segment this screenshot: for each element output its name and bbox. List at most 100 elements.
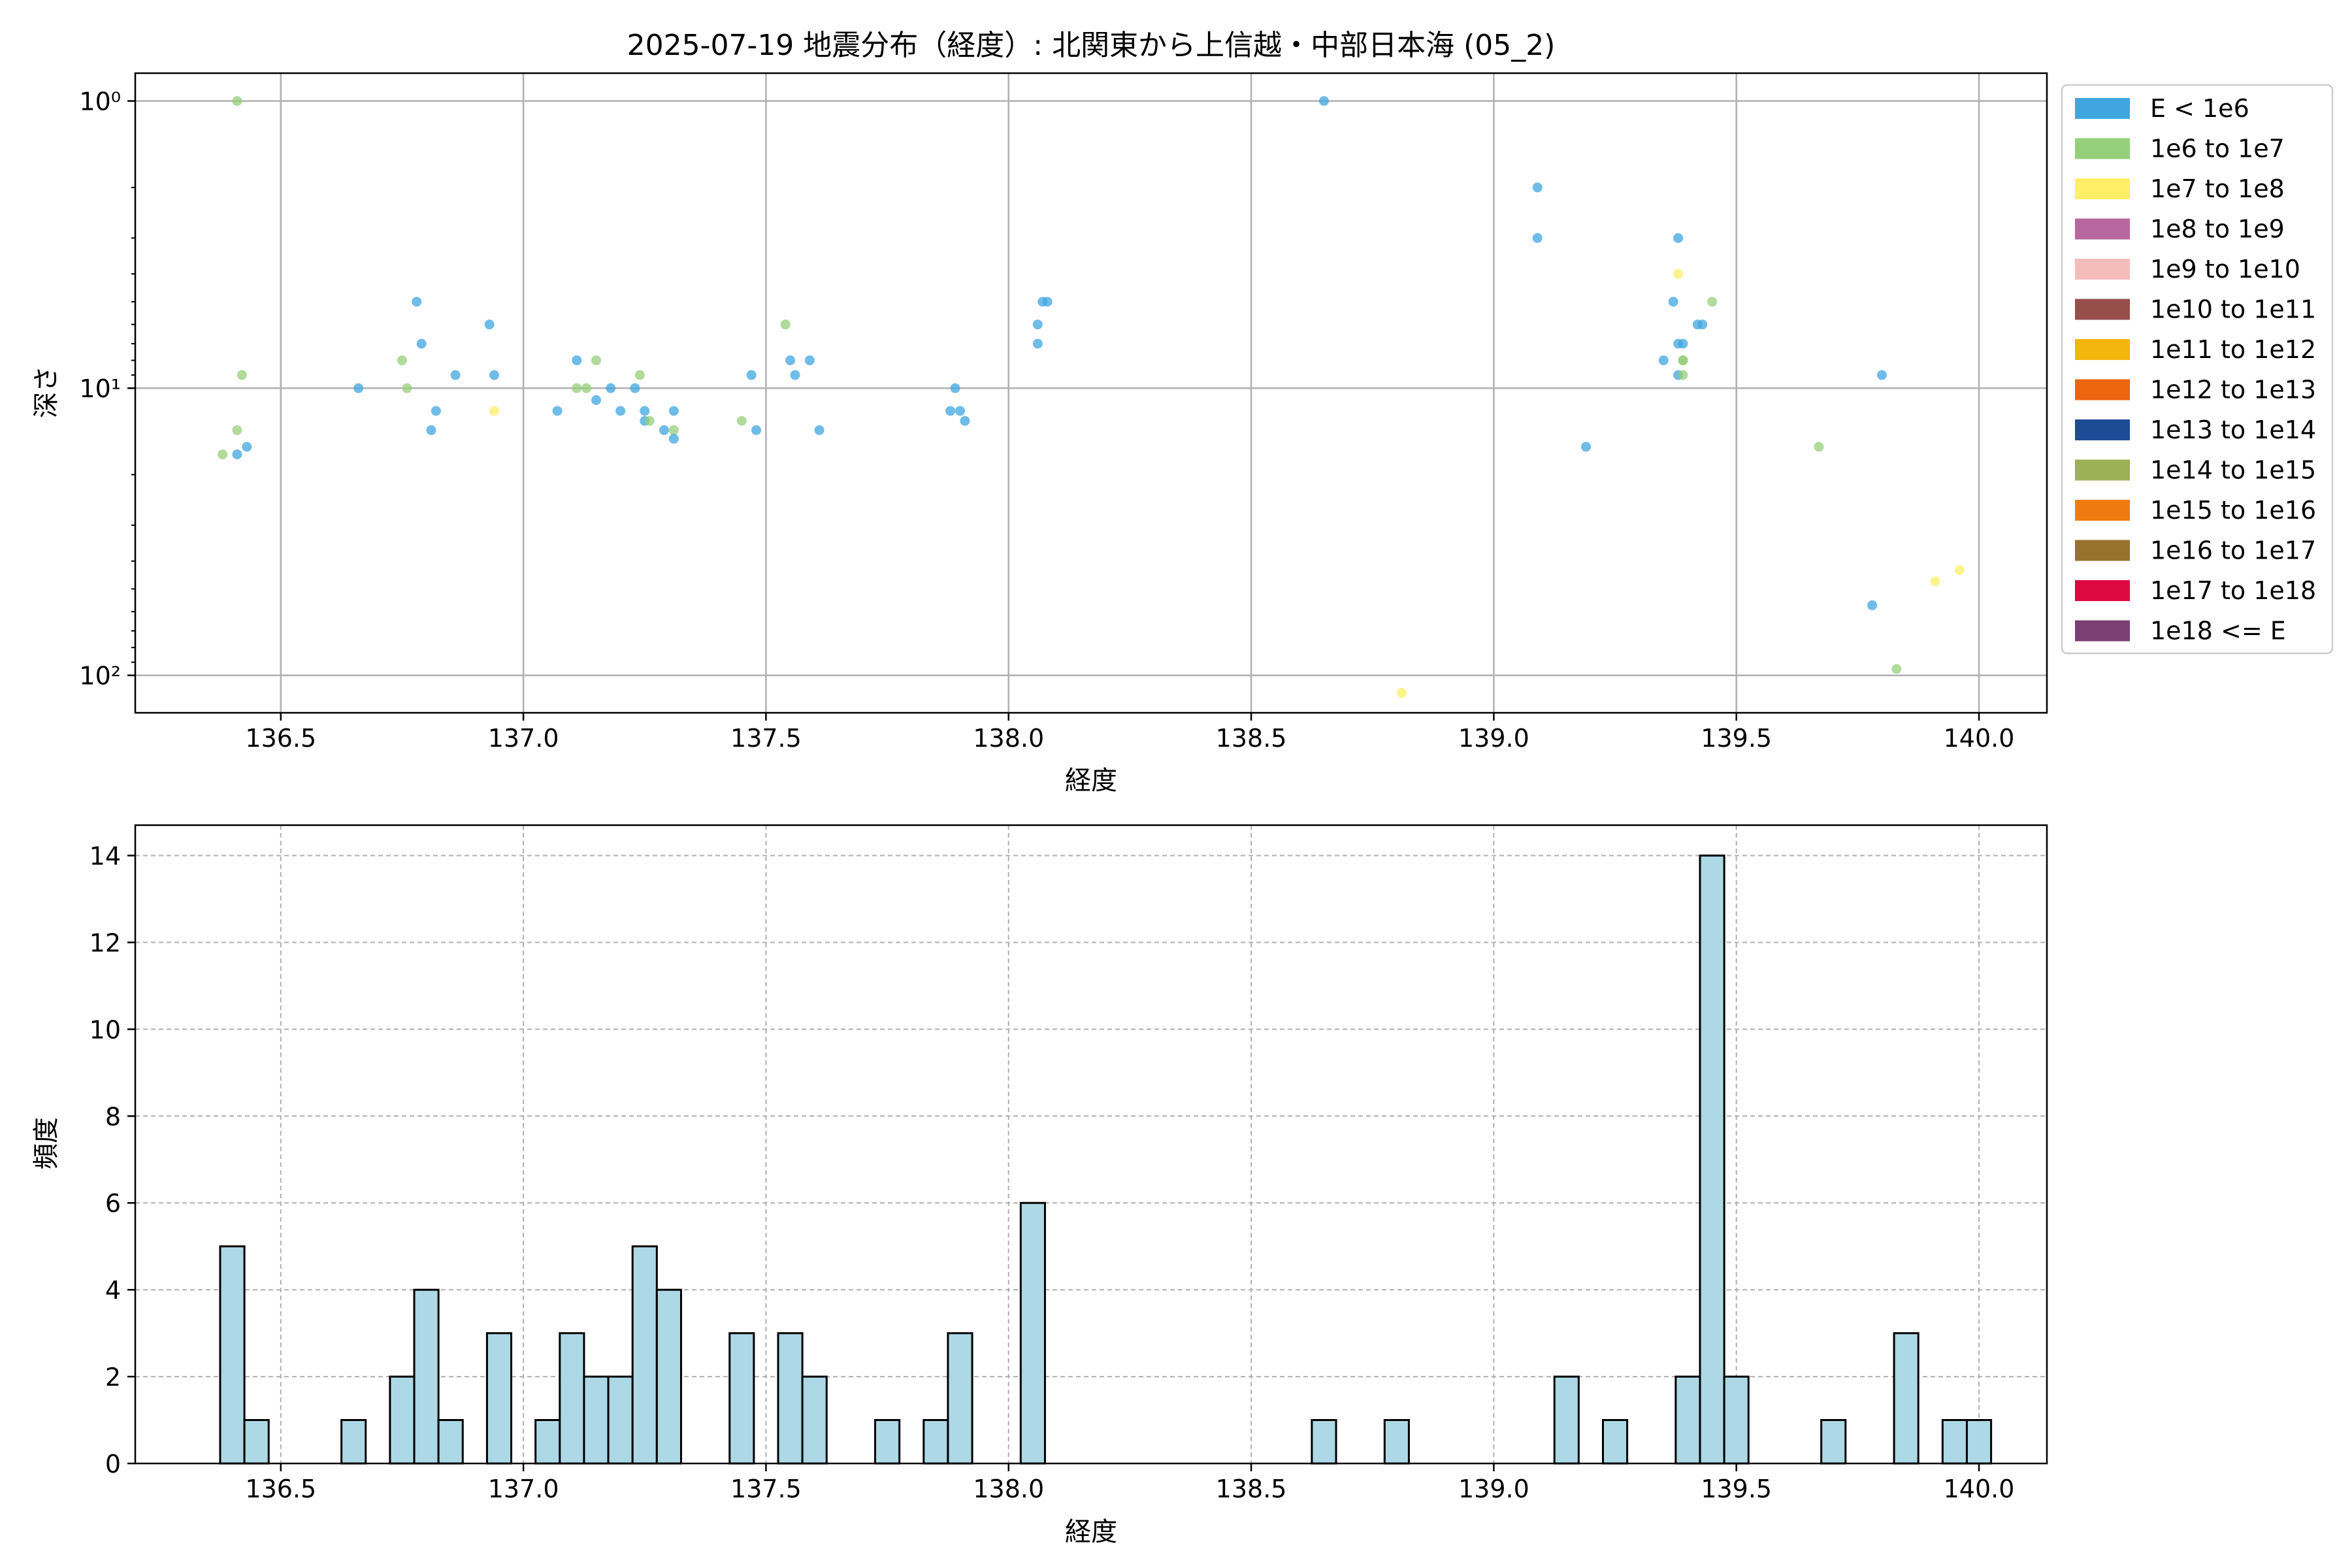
scatter-point [785,355,796,366]
scatter-point [780,319,791,330]
scatter-point [615,406,626,416]
scatter-point [431,406,441,416]
legend-label: 1e12 to 1e13 [2150,376,2316,404]
histogram-bar [777,1332,804,1465]
scatter-point [1954,565,1965,576]
scatter-point [630,383,640,393]
scatter-point [591,355,602,366]
hist-y-tick-label: 4 [105,1276,121,1305]
scatter-x-tick-label: 139.0 [1458,724,1529,753]
hist-y-tick-label: 14 [90,842,121,871]
scatter-point [955,406,965,416]
scatter-point [790,370,800,380]
scatter-point [1580,442,1591,452]
legend-label: 1e14 to 1e15 [2150,456,2316,485]
histogram-bar [1820,1419,1847,1465]
hist-x-tick-label: 137.0 [488,1475,559,1503]
scatter-point [237,370,247,380]
scatter-point [1673,269,1684,279]
scatter-point [1396,687,1407,698]
scatter-point [1930,576,1940,587]
scatter-point [1891,664,1902,674]
legend-swatch [2075,419,2130,440]
legend-label: 1e15 to 1e16 [2150,496,2316,525]
hist-y-tick-label: 0 [105,1450,121,1478]
scatter-point [242,442,252,452]
histogram-bar [1311,1419,1337,1465]
histogram-bar [947,1332,973,1465]
legend-swatch [2075,459,2130,481]
histogram-bar [583,1375,610,1465]
scatter-point [232,96,242,106]
scatter-point [353,383,364,393]
legend-label: 1e10 to 1e11 [2150,295,2316,324]
histogram-bar [219,1245,246,1465]
scatter-x-tick-label: 136.5 [245,724,316,753]
scatter-point [489,406,500,416]
scatter-point [814,425,825,435]
legend-label: 1e13 to 1e14 [2150,416,2316,444]
scatter-x-tick-label: 138.0 [973,724,1044,753]
scatter-point [1697,319,1708,330]
scatter-y-tick-label: 10² [79,662,121,691]
legend-label: 1e11 to 1e12 [2150,335,2316,364]
histogram-bar [631,1245,658,1465]
hist-x-tick-label: 137.5 [730,1475,802,1503]
scatter-x-tick-label: 140.0 [1944,724,2015,753]
histogram-bar [1941,1419,1968,1465]
hist-x-tick-label: 139.0 [1458,1475,1529,1503]
scatter-point [402,383,412,393]
histogram-bar [607,1375,634,1465]
scatter-point [397,355,407,366]
scatter-x-axis-label: 経度 [1065,766,1117,796]
hist-x-tick-label: 136.5 [245,1475,316,1503]
scatter-point [232,425,242,435]
scatter-point [591,395,602,405]
hist-y-tick-label: 6 [105,1189,121,1218]
scatter-point [659,425,669,435]
scatter-frame [134,72,2048,714]
histogram-bar [534,1419,561,1465]
scatter-point [1318,96,1329,106]
scatter-point [960,416,970,426]
histogram-bar [1893,1332,1919,1465]
scatter-point [634,370,645,380]
scatter-point [1532,233,1543,243]
scatter-point [668,434,679,444]
scatter-point [945,406,956,416]
hist-x-tick-label: 140.0 [1944,1475,2015,1503]
histogram-bar [340,1419,367,1465]
legend-label: E < 1e6 [2150,94,2249,123]
scatter-point [950,383,960,393]
scatter-point [1707,297,1718,307]
scatter-point [412,297,422,307]
scatter-point [1042,297,1053,307]
hist-y-tick-label: 12 [90,928,121,957]
scatter-point [1532,182,1543,193]
scatter-point [668,406,679,416]
scatter-point [581,383,592,393]
hist-y-tick-label: 10 [90,1015,121,1044]
legend-label: 1e8 to 1e9 [2150,215,2285,244]
scatter-point [668,425,679,435]
legend-swatch [2075,98,2130,119]
histogram-bar [243,1419,270,1465]
legend-swatch [2075,218,2130,240]
histogram-bar [1553,1375,1580,1465]
scatter-point [746,370,757,380]
scatter-y-axis-label: 深さ [31,366,61,418]
histogram-bar [1699,855,1725,1465]
scatter-point [1032,319,1043,330]
legend-swatch [2075,259,2130,280]
scatter-point [1678,370,1688,380]
legend-label: 1e18 <= E [2150,617,2286,645]
scatter-x-tick-label: 137.0 [488,724,559,753]
scatter-point [572,383,582,393]
scatter-point [1658,355,1669,366]
legend-label: 1e9 to 1e10 [2150,255,2300,284]
scatter-point [489,370,500,380]
hist-y-tick-label: 2 [105,1363,121,1392]
scatter-point [1867,600,1878,610]
histogram-bar [728,1332,755,1465]
